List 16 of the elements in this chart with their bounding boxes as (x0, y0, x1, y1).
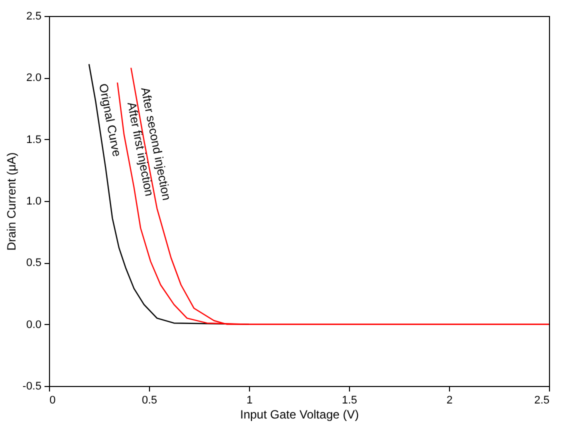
x-tick-label: 1 (246, 394, 253, 406)
x-tick-label: 1.5 (342, 394, 358, 406)
annotation: Orignal Curve (96, 82, 124, 158)
x-axis-title: Input Gate Voltage (V) (240, 408, 359, 422)
y-tick-label: 1.0 (26, 196, 42, 208)
y-tick-label: 2.0 (26, 72, 42, 84)
y-tick-label: 0.5 (26, 257, 42, 270)
y-tick-label: 1.5 (26, 134, 42, 146)
x-tick-label: 2.5 (534, 394, 550, 406)
y-tick-label: -0.5 (22, 380, 42, 392)
x-tick-label: 2 (446, 394, 453, 406)
y-tick-label: 2.5 (26, 10, 42, 22)
x-tick-label: 0 (50, 394, 56, 406)
y-tick-label: 0.0 (26, 318, 42, 331)
y-axis-title: Drain Current (μA) (4, 152, 19, 251)
x-tick-label: 0.5 (142, 394, 158, 406)
